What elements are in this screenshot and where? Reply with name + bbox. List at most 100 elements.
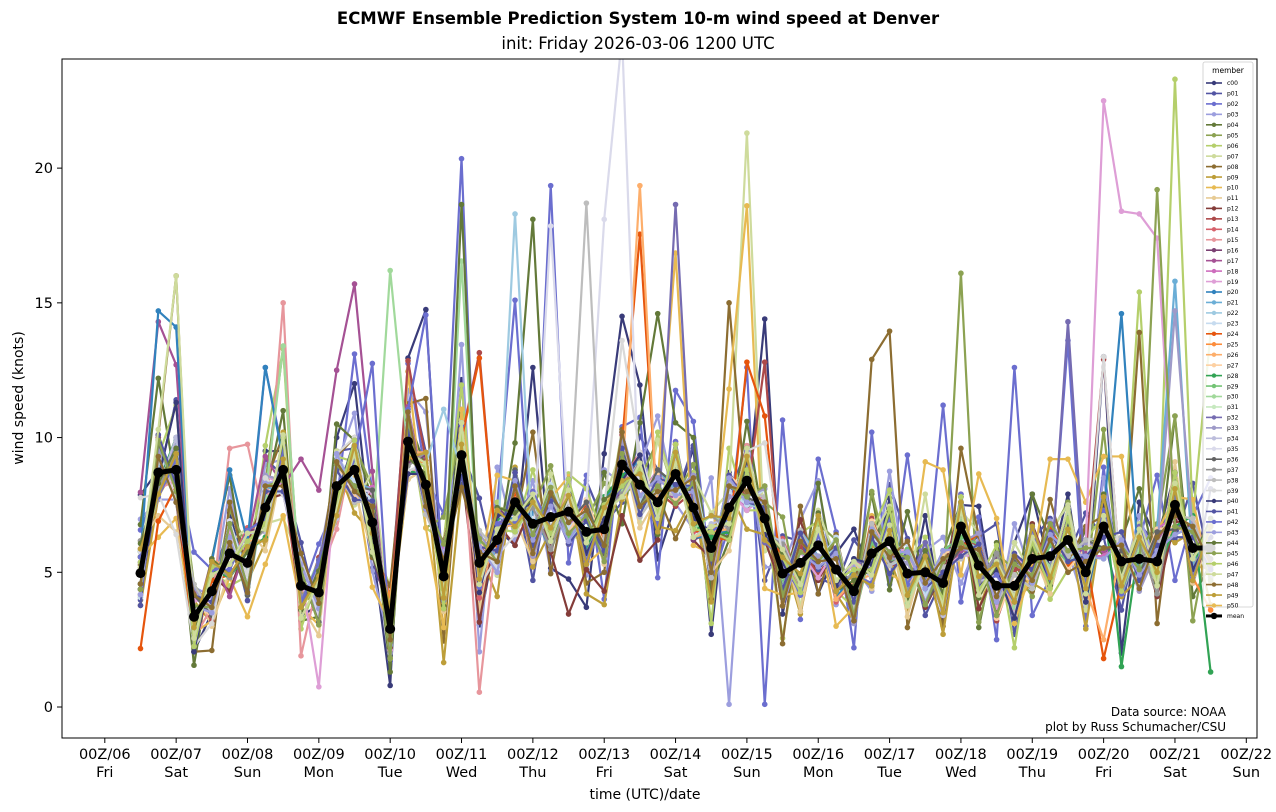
legend-marker-p34 bbox=[1211, 436, 1217, 441]
legend-label-p20: p20 bbox=[1227, 289, 1239, 296]
data-point-p01 bbox=[530, 577, 536, 584]
data-point-p48 bbox=[690, 475, 697, 481]
data-point-p08 bbox=[797, 503, 804, 510]
legend-label-p18: p18 bbox=[1227, 268, 1239, 275]
data-point-p41 bbox=[975, 541, 982, 547]
legend-label-p27: p27 bbox=[1227, 362, 1239, 369]
data-point-c00 bbox=[601, 450, 608, 457]
data-point-c00 bbox=[851, 526, 857, 532]
data-point-p48 bbox=[512, 483, 518, 489]
data-point-p08 bbox=[815, 591, 822, 597]
data-point-p04 bbox=[155, 375, 162, 382]
legend-marker-p22 bbox=[1211, 310, 1217, 316]
data-point-p43 bbox=[1047, 531, 1053, 538]
data-point-p40 bbox=[476, 589, 483, 596]
data-point-p20 bbox=[1118, 310, 1125, 317]
x-tick-day: Tue bbox=[377, 765, 403, 781]
data-point-p06 bbox=[262, 442, 269, 449]
legend-label-p43: p43 bbox=[1227, 530, 1239, 537]
data-point-p47 bbox=[654, 515, 661, 522]
data-point-mean bbox=[1169, 499, 1180, 510]
legend-marker-p07 bbox=[1211, 153, 1217, 159]
data-point-p45 bbox=[672, 500, 679, 507]
data-point-p07 bbox=[1011, 539, 1018, 546]
data-point-p47 bbox=[280, 432, 286, 438]
legend-label-p14: p14 bbox=[1227, 227, 1239, 234]
legend-label-p42: p42 bbox=[1227, 519, 1239, 526]
legend-marker-p02 bbox=[1211, 101, 1217, 107]
data-point-p47 bbox=[244, 530, 251, 537]
data-point-c00 bbox=[387, 682, 393, 689]
data-point-p48 bbox=[619, 429, 625, 435]
data-point-mean bbox=[1062, 534, 1073, 545]
data-point-p06 bbox=[530, 467, 536, 473]
data-point-p08 bbox=[726, 300, 732, 306]
data-point-p47 bbox=[209, 572, 215, 578]
legend-marker-p24 bbox=[1211, 331, 1217, 336]
data-point-p48 bbox=[1118, 542, 1125, 549]
data-point-p09 bbox=[440, 659, 447, 666]
data-point-p12 bbox=[637, 557, 643, 563]
legend-marker-p03 bbox=[1211, 112, 1217, 117]
x-tick-label: 00Z/15 bbox=[721, 747, 773, 763]
data-point-p48 bbox=[940, 556, 946, 562]
data-point-p10 bbox=[690, 542, 697, 549]
data-point-p43 bbox=[1172, 531, 1178, 538]
data-point-p48 bbox=[244, 589, 251, 596]
data-point-p05 bbox=[779, 514, 786, 520]
data-point-p28 bbox=[1207, 669, 1214, 675]
data-point-p09 bbox=[940, 631, 946, 638]
data-point-p48 bbox=[851, 617, 857, 624]
data-point-mean bbox=[955, 521, 966, 532]
legend-marker-p14 bbox=[1211, 227, 1217, 232]
data-point-p48 bbox=[209, 604, 215, 611]
data-point-p05 bbox=[1189, 617, 1196, 624]
data-point-p10 bbox=[1047, 456, 1053, 462]
data-point-mean bbox=[367, 517, 378, 528]
data-point-p05 bbox=[1172, 413, 1178, 419]
data-point-p07 bbox=[1082, 607, 1089, 613]
data-point-p47 bbox=[298, 615, 304, 621]
data-point-p11 bbox=[316, 632, 322, 639]
data-point-p49 bbox=[619, 477, 625, 484]
data-point-p43 bbox=[654, 475, 661, 481]
data-point-p48 bbox=[922, 580, 929, 586]
data-point-p41 bbox=[512, 469, 518, 476]
legend-label-p49: p49 bbox=[1227, 592, 1239, 599]
data-point-p48 bbox=[226, 539, 233, 546]
data-point-p02 bbox=[565, 560, 572, 566]
data-point-mean bbox=[1134, 553, 1145, 564]
data-point-p43 bbox=[815, 564, 822, 570]
data-point-mean bbox=[135, 568, 146, 579]
data-point-p11 bbox=[530, 558, 536, 565]
data-point-c00 bbox=[1065, 491, 1071, 497]
data-point-p04 bbox=[637, 419, 643, 426]
data-point-p46 bbox=[1047, 585, 1053, 592]
data-point-mean bbox=[171, 464, 182, 475]
data-point-p48 bbox=[904, 538, 911, 545]
data-point-p46 bbox=[672, 441, 679, 448]
data-point-c00 bbox=[922, 512, 929, 519]
legend-label-p37: p37 bbox=[1227, 467, 1239, 474]
data-point-p43 bbox=[547, 503, 554, 510]
data-point-p05 bbox=[690, 461, 697, 468]
data-point-p40 bbox=[1082, 599, 1089, 605]
data-point-p41 bbox=[369, 498, 376, 504]
data-point-p35 bbox=[619, 33, 625, 39]
data-point-p07 bbox=[922, 491, 929, 497]
data-point-p48 bbox=[1154, 534, 1160, 541]
data-point-p02 bbox=[797, 616, 804, 623]
data-point-p05 bbox=[1029, 593, 1036, 600]
data-point-p45 bbox=[530, 531, 536, 538]
data-point-p48 bbox=[1029, 577, 1036, 584]
data-point-p45 bbox=[993, 612, 1000, 619]
data-point-p43 bbox=[1082, 553, 1089, 559]
data-point-p03 bbox=[886, 468, 893, 475]
legend-label-p22: p22 bbox=[1227, 310, 1239, 317]
data-point-p46 bbox=[512, 529, 518, 535]
data-point-mean bbox=[920, 567, 931, 578]
legend-marker-p29 bbox=[1211, 383, 1217, 389]
data-point-p38 bbox=[1011, 572, 1018, 578]
legend-label-p47: p47 bbox=[1227, 571, 1239, 578]
data-point-p47 bbox=[565, 487, 572, 493]
